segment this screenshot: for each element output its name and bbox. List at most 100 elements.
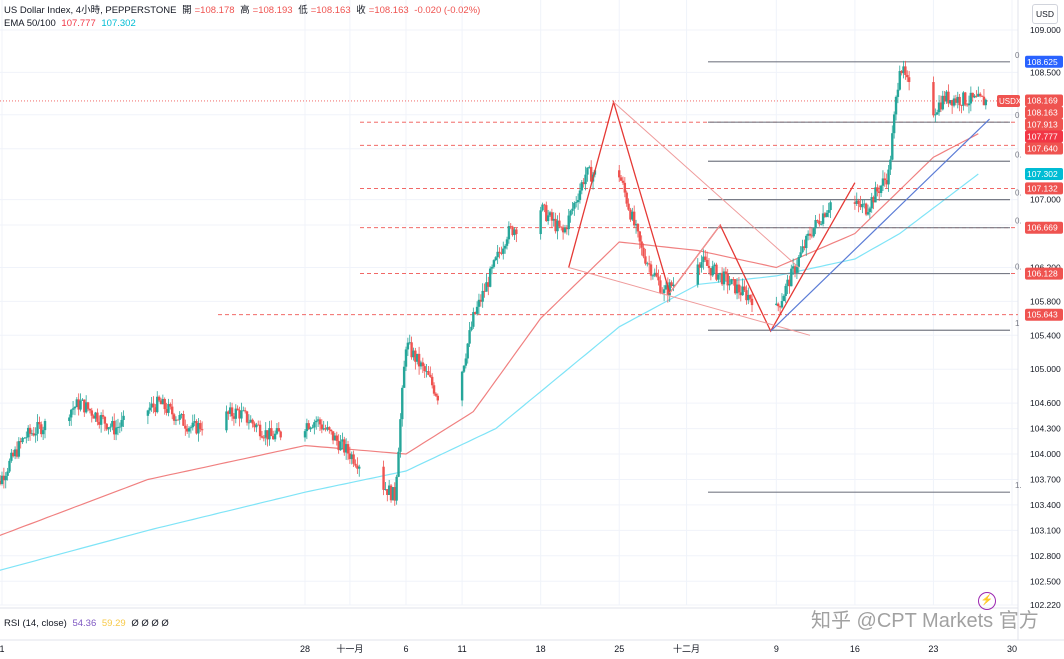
candle-body bbox=[698, 264, 701, 268]
candle-body bbox=[700, 262, 703, 268]
candle-body bbox=[13, 449, 17, 457]
candle-body bbox=[870, 197, 873, 209]
price-axis-label-bg bbox=[1025, 106, 1063, 119]
candle-body bbox=[101, 415, 105, 417]
candle-body bbox=[883, 178, 887, 181]
candle-body bbox=[429, 374, 432, 377]
ema100-value: 107.302 bbox=[101, 18, 136, 29]
candle-body bbox=[790, 268, 793, 287]
candle-body bbox=[341, 439, 344, 442]
candle-body bbox=[389, 485, 393, 501]
candle-body bbox=[161, 398, 165, 405]
symbol-legend: US Dollar Index, 4小時, PEPPERSTONE 開 =108.… bbox=[4, 5, 483, 17]
candle-body bbox=[618, 170, 621, 178]
trendline-blue bbox=[770, 118, 990, 332]
candle-body bbox=[399, 419, 402, 452]
y-tick-label: 107.000 bbox=[1030, 195, 1061, 205]
candle-body bbox=[111, 420, 114, 427]
candle-body bbox=[812, 228, 815, 237]
price-axis-label-bg bbox=[1025, 142, 1063, 155]
x-tick-label: 18 bbox=[536, 644, 546, 654]
candle-body bbox=[311, 427, 314, 429]
candle-body bbox=[558, 220, 561, 227]
price-axis-label-bg bbox=[1025, 308, 1063, 321]
candle-body bbox=[589, 166, 593, 182]
candle-body bbox=[947, 91, 950, 104]
candle-body bbox=[339, 441, 342, 451]
candle-body bbox=[513, 229, 516, 236]
candle-body bbox=[423, 366, 426, 372]
candle-body bbox=[75, 399, 79, 408]
candle-body bbox=[859, 203, 862, 208]
candle-body bbox=[664, 285, 668, 290]
candle-body bbox=[720, 272, 724, 285]
price-axis-label-bg bbox=[1025, 267, 1063, 280]
symbol-tag: USDX bbox=[999, 97, 1022, 106]
candle-body bbox=[354, 463, 357, 466]
candle-body bbox=[157, 396, 161, 401]
price-axis-label: 107.913 bbox=[1027, 119, 1058, 129]
candle-body bbox=[666, 285, 670, 296]
candle-body bbox=[255, 424, 258, 428]
candle-body bbox=[187, 428, 191, 432]
candle-body bbox=[646, 263, 649, 265]
candle-body bbox=[242, 410, 245, 412]
ema100-line bbox=[0, 173, 979, 571]
y-tick-label: 109.000 bbox=[1030, 25, 1061, 35]
price-axis-label: 107.132 bbox=[1027, 183, 1058, 193]
candle-body bbox=[251, 419, 254, 424]
lightning-icon[interactable]: ⚡ bbox=[978, 592, 996, 610]
candle-body bbox=[176, 419, 180, 421]
candle-body bbox=[84, 402, 88, 413]
candle-body bbox=[154, 407, 157, 413]
price-axis-label-bg bbox=[1025, 182, 1063, 195]
x-tick-label: 十一月 bbox=[336, 643, 363, 654]
ema50-line bbox=[0, 133, 979, 536]
rsi-legend[interactable]: RSI (14, close) 54.36 59.29 Ø Ø Ø Ø bbox=[4, 618, 172, 630]
candle-body bbox=[412, 350, 415, 358]
currency-button[interactable]: USD bbox=[1032, 4, 1058, 24]
candle-body bbox=[573, 202, 576, 209]
candle-body bbox=[320, 424, 324, 430]
candle-body bbox=[344, 444, 348, 453]
candle-body bbox=[182, 414, 185, 426]
rsi-label: RSI (14, close) bbox=[4, 618, 67, 629]
price-axis-label-bg bbox=[1025, 168, 1063, 181]
candle-body bbox=[954, 98, 958, 103]
ema-legend[interactable]: EMA 50/100 107.777 107.302 bbox=[4, 18, 139, 30]
low-value: =108.163 bbox=[310, 5, 351, 16]
price-axis-label: 106.669 bbox=[1027, 223, 1058, 233]
price-axis-label: 108.625 bbox=[1027, 57, 1058, 67]
candle-body bbox=[163, 398, 166, 410]
candle-body bbox=[260, 436, 264, 438]
candle-body bbox=[739, 292, 742, 296]
zigzag-pattern bbox=[568, 99, 856, 333]
candle-body bbox=[434, 393, 438, 396]
candle-body bbox=[567, 215, 570, 230]
candle-body bbox=[644, 256, 647, 264]
candle-body bbox=[505, 239, 509, 246]
candle-body bbox=[941, 95, 944, 110]
candle-body bbox=[197, 423, 200, 434]
candle-body bbox=[827, 210, 830, 213]
candle-body bbox=[864, 203, 868, 215]
candle-body bbox=[309, 427, 312, 430]
candle-body bbox=[636, 223, 640, 232]
candle-body bbox=[621, 180, 625, 183]
candle-body bbox=[659, 280, 662, 294]
candle-body bbox=[509, 226, 512, 227]
candle-body bbox=[81, 399, 84, 401]
x-tick-label: 9 bbox=[774, 644, 779, 654]
candle-body bbox=[500, 252, 503, 254]
candle-body bbox=[631, 211, 634, 220]
candle-body bbox=[492, 260, 496, 267]
candle-body bbox=[230, 407, 234, 417]
candle-body bbox=[258, 424, 262, 437]
fib-level-mark: 0 bbox=[1015, 111, 1020, 120]
candle-body bbox=[41, 430, 45, 435]
candle-body bbox=[86, 402, 90, 409]
candle-body bbox=[777, 303, 780, 307]
x-tick-label: 十二月 bbox=[673, 643, 700, 654]
candle-body bbox=[468, 330, 471, 344]
